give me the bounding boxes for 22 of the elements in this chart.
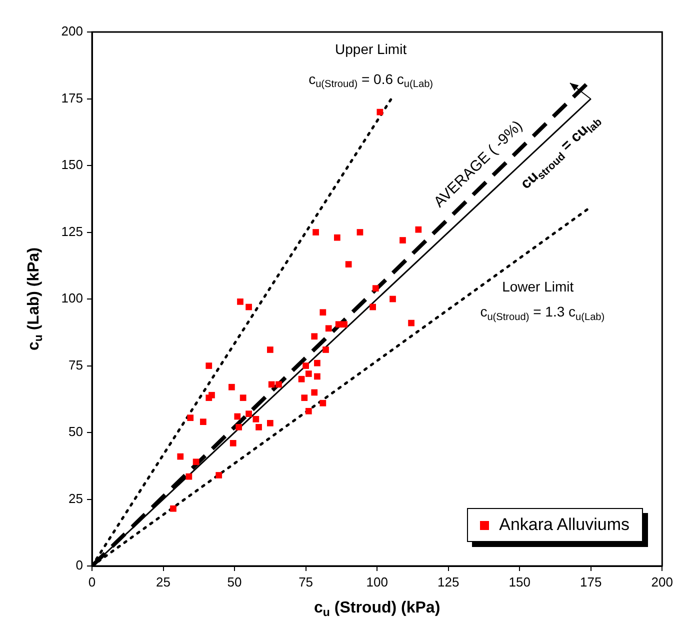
y-tick-label: 0: [76, 558, 83, 573]
legend-label: Ankara Alluviums: [499, 515, 630, 535]
x-tick-label: 0: [88, 574, 96, 590]
y-tick-label: 125: [61, 224, 83, 239]
y-tick-label: 175: [61, 90, 83, 106]
x-tick-label: 175: [580, 574, 602, 590]
y-tick-label: 100: [61, 290, 83, 306]
y-tick-label: 25: [68, 490, 83, 506]
x-tick-label: 150: [508, 574, 530, 590]
x-tick-label: 200: [651, 574, 674, 590]
y-tick-label: 200: [61, 24, 83, 39]
x-tick-label: 75: [298, 574, 314, 590]
annotation: Upper Limit: [335, 41, 407, 58]
x-tick-label: 25: [156, 574, 171, 590]
annotation: Lower Limit: [502, 278, 574, 295]
y-tick-label: 75: [68, 357, 83, 372]
y-axis-title: cu (Lab) (kPa): [25, 247, 45, 351]
x-tick-label: 100: [366, 574, 388, 590]
y-tick-label: 150: [61, 157, 83, 172]
x-tick-label: 50: [227, 574, 242, 590]
y-tick-label: 50: [68, 424, 83, 440]
x-tick-label: 125: [437, 574, 460, 590]
